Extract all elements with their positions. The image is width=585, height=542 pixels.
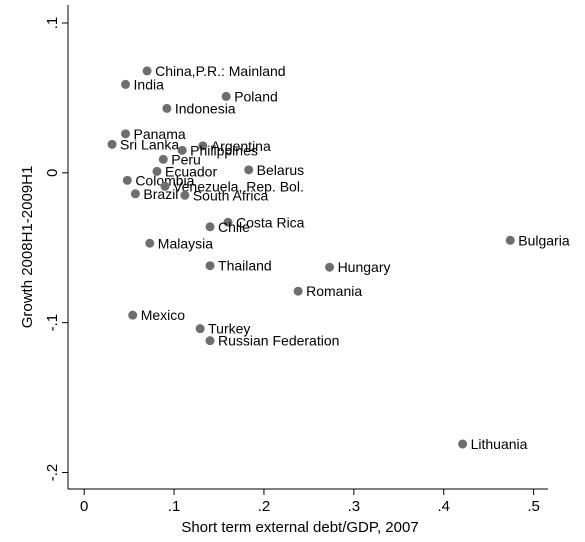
point-label: India <box>134 76 165 92</box>
point-label: Costa Rica <box>236 214 305 230</box>
point-label: Thailand <box>218 258 272 274</box>
y-tick-label: -.2 <box>44 464 61 482</box>
point-label: Peru <box>171 151 201 167</box>
point <box>152 166 162 176</box>
point <box>205 261 215 271</box>
point-label: Panama <box>134 126 186 142</box>
point <box>221 91 231 101</box>
point <box>130 189 140 199</box>
point-label: China,P.R.: Mainland <box>155 63 285 79</box>
point <box>205 336 215 346</box>
point <box>195 324 205 334</box>
point-label: Turkey <box>208 321 250 337</box>
point-label: Argentina <box>211 138 271 154</box>
point <box>458 439 468 449</box>
y-tick-label: -.1 <box>44 314 61 332</box>
point-label: Sri Lanka <box>120 136 179 152</box>
point-label: Ecuador <box>165 163 217 179</box>
point <box>107 139 117 149</box>
x-tick-label: .4 <box>437 498 450 515</box>
point <box>158 154 168 164</box>
point-label: Indonesia <box>175 100 236 116</box>
x-tick-label: .3 <box>348 498 361 515</box>
point <box>205 222 215 232</box>
point <box>177 145 187 155</box>
point <box>121 129 131 139</box>
point <box>325 262 335 272</box>
x-tick-label: .5 <box>527 498 540 515</box>
point <box>122 175 132 185</box>
y-axis-label: Growth 2008H1-2009H1 <box>19 166 36 329</box>
x-tick-label: .1 <box>168 498 181 515</box>
point-label: South Africa <box>193 187 269 203</box>
point <box>128 310 138 320</box>
point-label: Malaysia <box>158 235 213 251</box>
x-axis-label: Short term external debt/GDP, 2007 <box>181 519 418 536</box>
y-tick-label: 0 <box>44 169 61 177</box>
point-label: Bulgaria <box>518 232 570 248</box>
point-label: Venezuela, Rep. Bol. <box>173 178 304 194</box>
point <box>198 141 208 151</box>
point-label: Hungary <box>338 259 391 275</box>
point-label: Brazil <box>143 186 178 202</box>
point <box>162 103 172 113</box>
point-label: Romania <box>306 283 362 299</box>
x-tick-label: 0 <box>80 498 88 515</box>
point <box>293 286 303 296</box>
point <box>160 181 170 191</box>
point <box>121 79 131 89</box>
x-tick-label: .2 <box>258 498 271 515</box>
y-tick-label: .1 <box>44 17 61 30</box>
point <box>505 235 515 245</box>
point <box>180 190 190 200</box>
point <box>244 165 254 175</box>
point-label: Chile <box>218 219 250 235</box>
point-label: Russian Federation <box>218 333 339 349</box>
point <box>142 66 152 76</box>
point-label: Poland <box>234 88 278 104</box>
point <box>223 217 233 227</box>
point-label: Colombia <box>135 172 194 188</box>
point <box>145 238 155 248</box>
point-label: Mexico <box>141 307 186 323</box>
point-label: Philippines <box>190 142 258 158</box>
point-label: Lithuania <box>471 436 528 452</box>
point-label: Belarus <box>257 162 304 178</box>
